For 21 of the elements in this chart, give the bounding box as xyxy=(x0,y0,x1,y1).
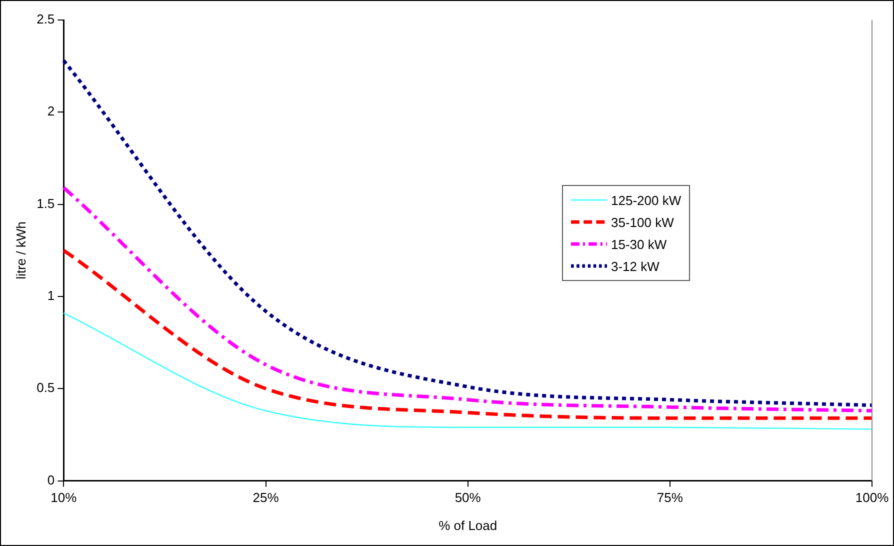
y-axis-title: litre / kWh xyxy=(13,222,28,280)
legend-label: 125-200 kW xyxy=(611,192,682,208)
y-tick-label: 0 xyxy=(47,472,55,488)
x-tick-label: 25% xyxy=(252,490,280,506)
legend-label: 15-30 kW xyxy=(611,236,667,252)
x-tick-label: 75% xyxy=(656,490,684,506)
line-series xyxy=(62,186,874,413)
x-tick-label: 100% xyxy=(855,490,890,506)
line-series xyxy=(63,312,873,430)
y-tick-label: 2.5 xyxy=(36,12,55,27)
y-tick-label: 0.5 xyxy=(36,380,55,396)
x-tick-label: 50% xyxy=(454,490,482,506)
y-tick-label: 1 xyxy=(47,288,55,304)
legend-label: 35-100 kW xyxy=(611,214,674,230)
legend-label: 3-12 kW xyxy=(611,258,660,274)
line-series xyxy=(62,248,874,420)
y-tick-label: 1.5 xyxy=(36,196,55,211)
x-axis-title: % of Load xyxy=(438,518,498,533)
line-series xyxy=(62,58,874,407)
x-tick-label: 10% xyxy=(50,490,78,506)
y-tick-label: 2 xyxy=(47,104,55,119)
